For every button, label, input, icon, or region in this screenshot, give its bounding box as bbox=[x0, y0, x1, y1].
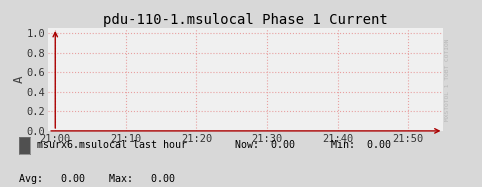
Text: msurx6.msulocal last hour        Now:  0.00      Min:  0.00: msurx6.msulocal last hour Now: 0.00 Min:… bbox=[31, 140, 391, 150]
Y-axis label: A: A bbox=[12, 76, 25, 83]
Y-axis label: MXSTOTOL 1 TOBT COTION: MXSTOTOL 1 TOBT COTION bbox=[445, 38, 450, 121]
Text: Avg:   0.00    Max:   0.00: Avg: 0.00 Max: 0.00 bbox=[19, 174, 175, 184]
Title: pdu-110-1.msulocal Phase 1 Current: pdu-110-1.msulocal Phase 1 Current bbox=[104, 13, 388, 27]
